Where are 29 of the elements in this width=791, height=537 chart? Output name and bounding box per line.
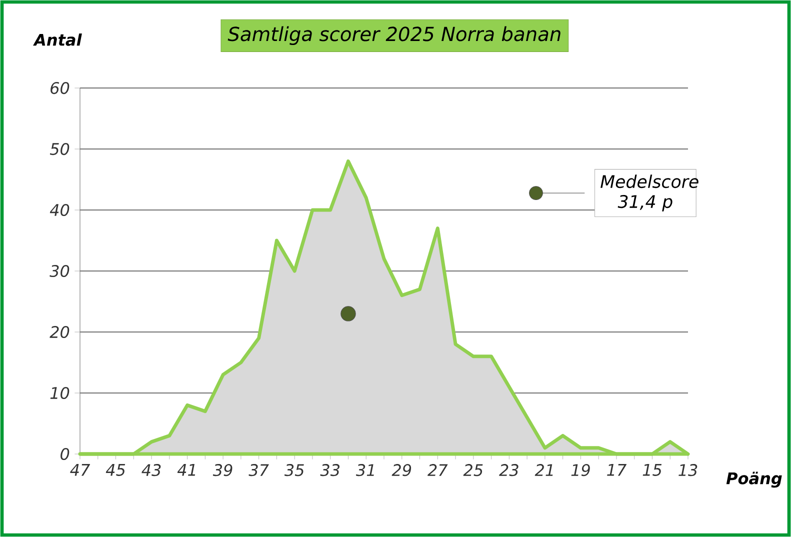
y-tick-label: 30 [50,264,70,278]
x-tick-label: 17 [607,464,626,476]
x-tick-label: 35 [284,464,304,476]
x-tick-label: 23 [499,464,518,476]
x-tick-label: 33 [320,464,340,476]
x-tick-label: 27 [428,464,448,476]
x-tick-label: 43 [142,464,161,476]
x-tick-label: 37 [248,464,269,476]
x-tick-label: 15 [642,464,662,476]
x-tick-label: 45 [106,464,126,476]
x-tick-label: 39 [212,464,232,476]
text: Medelscore 31,4 p [600,174,698,212]
x-tick-label: 29 [392,464,412,476]
x-tick-label: 31 [356,464,374,476]
x-tick-label: 19 [571,464,590,476]
x-tick-label: 25 [463,464,483,476]
y-axis-title: Antal [33,33,82,46]
x-tick-label: 21 [534,464,553,476]
y-tick-label: 50 [50,142,70,156]
y-tick-label: 60 [50,82,70,94]
y-tick-label: 20 [50,326,70,338]
y-tick-label: 0 [60,448,70,460]
y-tick-label: 10 [50,386,70,400]
chart-title: Samtliga scorer 2025 Norra banan [228,26,560,46]
x-tick-label: 47 [70,464,90,476]
x-tick-label: 41 [177,464,196,476]
x-tick-label: 13 [678,464,698,476]
y-tick-label: 40 [50,204,70,216]
x-axis-title: Poäng [726,472,782,488]
